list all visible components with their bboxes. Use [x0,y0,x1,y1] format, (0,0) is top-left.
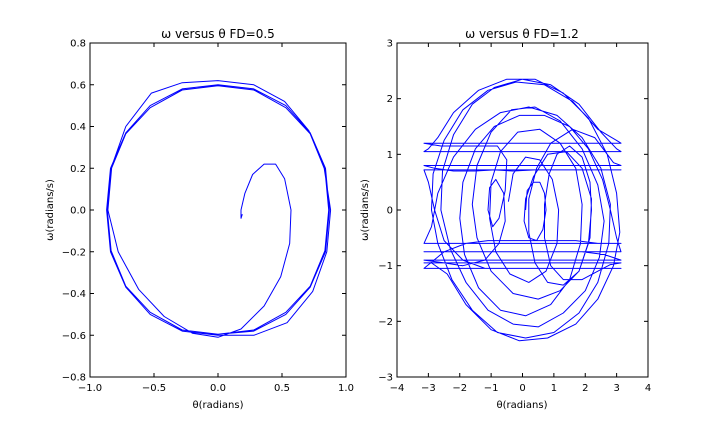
y-tick-label: −0.6 [62,331,86,342]
x-tick-label: 0.5 [274,383,290,394]
y-tick-label: 0.2 [70,164,86,175]
y-tick-label: 1 [387,150,393,161]
series-line [423,78,622,342]
x-tick-label: −4 [390,383,405,394]
x-tick-label: 3 [613,383,619,394]
chart-panel-fd-1-2: ω versus θ FD=1.2 θ(radians) ω(radians/s… [360,27,651,411]
y-tick-label: 2 [387,94,393,105]
x-axis-label: θ(radians) [193,400,244,411]
x-tick-label: −3 [421,383,436,394]
y-tick-label: 0.4 [70,122,86,133]
x-tick-label: −1 [484,383,499,394]
tick-group: −1.0 −0.5 0.0 0.5 1.0 −0.8 −0.6 −0.4 −0.2 0.0 0.2 0… [62,39,354,395]
x-tick-label: −1.0 [78,383,102,394]
series-line [106,80,332,338]
y-tick-label: 0.0 [70,206,86,217]
x-tick-label: 1.0 [338,383,354,394]
y-tick-label: 0.6 [70,80,86,91]
y-tick-label: −2 [378,317,393,328]
y-tick-label: −0.4 [62,289,86,300]
y-tick-label: −1 [378,261,393,272]
y-axis-label: ω(radians/s) [360,179,371,241]
x-tick-label: 4 [645,383,651,394]
y-tick-label: −0.8 [62,373,86,384]
chart-title: ω versus θ FD=0.5 [161,27,275,41]
y-tick-label: −3 [378,373,393,384]
x-tick-label: −0.5 [142,383,166,394]
y-tick-label: 0.8 [70,39,86,50]
x-tick-label: 0 [519,383,525,394]
y-tick-label: 3 [387,39,393,50]
plot-area-frame [89,42,347,378]
x-tick-label: −2 [452,383,467,394]
y-axis-label: ω(radians/s) [45,179,56,241]
x-tick-label: 0.0 [210,383,226,394]
x-tick-label: 2 [582,383,588,394]
series-lines [106,80,332,338]
x-tick-label: 1 [551,383,557,394]
series-lines [423,78,622,342]
y-tick-label: −0.2 [62,247,86,258]
chart-title: ω versus θ FD=1.2 [465,27,579,41]
chart-panel-fd-0-5: ω versus θ FD=0.5 θ(radians) ω(radians/s… [45,27,354,411]
y-tick-label: 0 [387,206,393,217]
x-axis-label: θ(radians) [497,400,548,411]
